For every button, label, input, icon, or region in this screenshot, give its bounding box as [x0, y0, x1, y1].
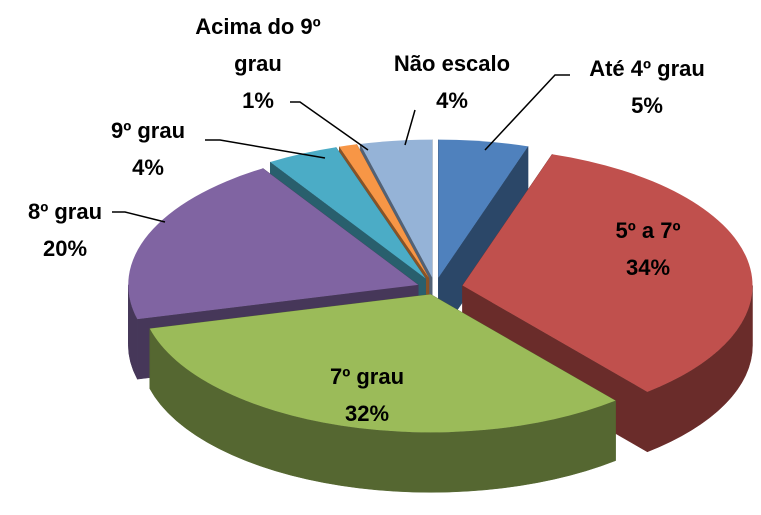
- leader-line: [205, 139, 326, 159]
- slice: [339, 144, 429, 278]
- data-label: 7º grau 32%: [267, 358, 467, 432]
- slice: [270, 147, 426, 279]
- leader-line: [404, 109, 416, 146]
- data-label: Acima do 9º grau 1%: [178, 8, 338, 119]
- value-label: 32%: [344, 401, 390, 426]
- slice-side: [149, 328, 616, 493]
- data-label: Não escalo 4%: [352, 45, 552, 119]
- category-label: Acima do 9º grau: [195, 14, 321, 76]
- value-label: 4%: [132, 155, 164, 180]
- slice: [360, 139, 433, 278]
- category-label: Não escalo: [393, 51, 511, 76]
- value-label: 5%: [631, 93, 663, 118]
- leader-lines: [112, 74, 570, 223]
- value-label: 20%: [42, 236, 88, 261]
- value-label: 34%: [625, 255, 671, 280]
- slice: [462, 154, 753, 392]
- leader-line: [484, 74, 570, 151]
- category-label: 7º grau: [329, 364, 405, 389]
- category-label: 8º grau: [27, 199, 103, 224]
- data-label: 5º a 7º 34%: [548, 212, 748, 286]
- data-label: 9º grau 4%: [48, 112, 248, 186]
- data-label: 8º grau 20%: [0, 193, 165, 267]
- data-label: Até 4º grau 5%: [547, 50, 747, 124]
- leader-line: [290, 101, 369, 151]
- value-label: 1%: [242, 88, 274, 113]
- category-label: 5º a 7º: [615, 218, 681, 243]
- slice: [128, 168, 419, 320]
- slice: [438, 139, 529, 278]
- slice: [149, 294, 616, 433]
- category-label: 9º grau: [110, 118, 186, 143]
- leader-line: [112, 211, 166, 223]
- category-label: Até 4º grau: [589, 56, 705, 81]
- value-label: 4%: [436, 88, 468, 113]
